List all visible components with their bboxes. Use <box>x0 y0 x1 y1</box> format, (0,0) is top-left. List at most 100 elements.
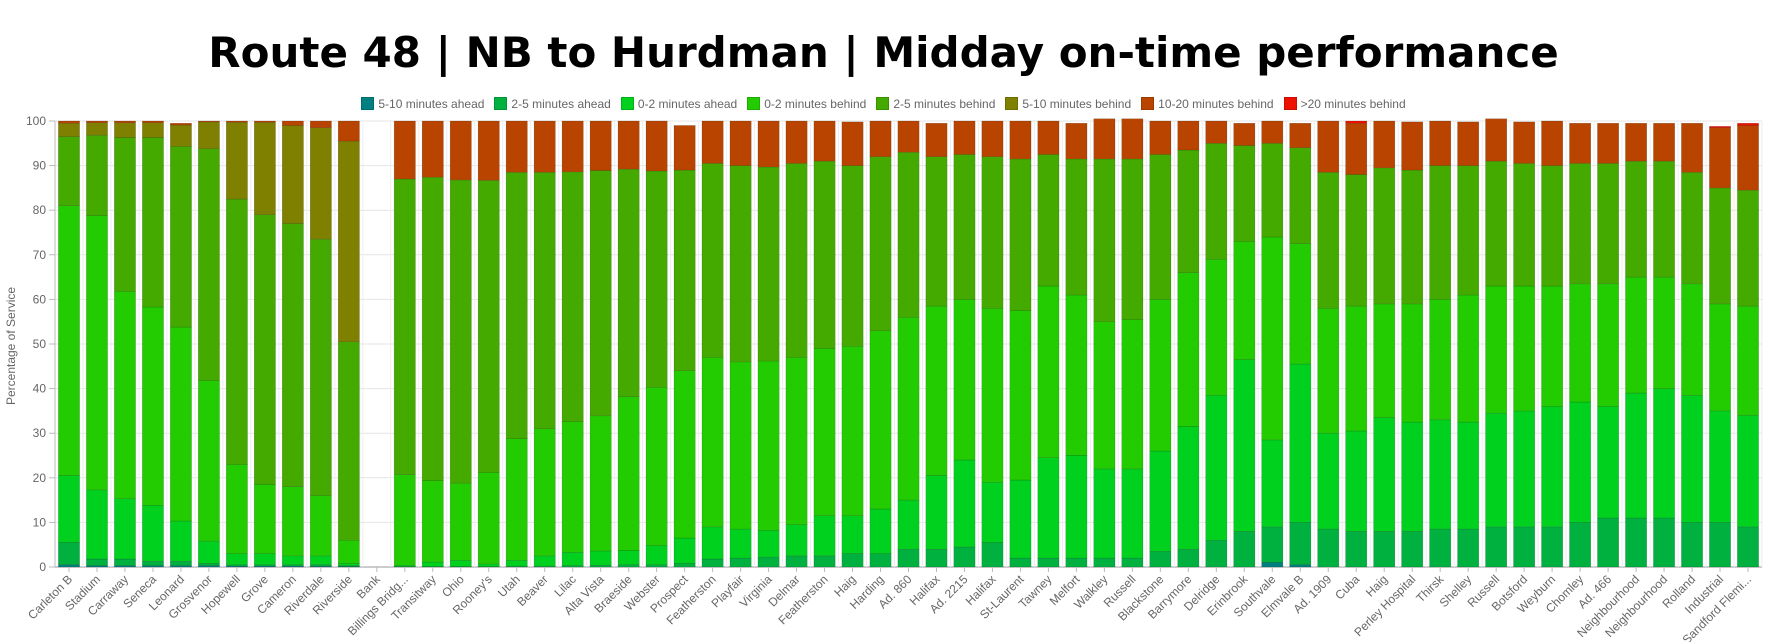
bar-segment[interactable] <box>1709 187 1731 305</box>
bar-segment[interactable] <box>897 316 920 501</box>
bar-segment[interactable] <box>841 515 864 554</box>
bar-segment[interactable] <box>841 345 864 516</box>
bar-segment[interactable] <box>869 330 892 510</box>
bar-segment[interactable] <box>1569 163 1591 285</box>
bar-segment[interactable] <box>114 498 136 560</box>
bar-segment[interactable] <box>1653 160 1675 278</box>
bar-segment[interactable] <box>813 555 836 568</box>
bar-segment[interactable] <box>142 505 164 562</box>
bar-segment[interactable] <box>1485 526 1508 568</box>
bar-segment[interactable] <box>114 120 136 124</box>
bar-segment[interactable] <box>281 223 304 487</box>
bar-segment[interactable] <box>981 482 1004 543</box>
bar-segment[interactable] <box>1121 557 1144 568</box>
bar-segment[interactable] <box>1037 154 1060 287</box>
legend-item[interactable]: 10-20 minutes behind <box>1141 97 1274 111</box>
bar-segment[interactable] <box>1205 120 1228 144</box>
legend-item[interactable]: 5-10 minutes behind <box>1005 97 1131 111</box>
bar-segment[interactable] <box>953 459 976 548</box>
bar-segment[interactable] <box>1681 283 1703 396</box>
bar-segment[interactable] <box>198 121 220 149</box>
bar-segment[interactable] <box>1625 392 1647 519</box>
bar-segment[interactable] <box>477 180 500 473</box>
bar-segment[interactable] <box>114 122 136 138</box>
bar-segment[interactable] <box>1289 522 1312 566</box>
bar-segment[interactable] <box>86 215 108 491</box>
bar-segment[interactable] <box>645 564 668 568</box>
bar-segment[interactable] <box>589 415 612 552</box>
bar-segment[interactable] <box>1513 410 1536 528</box>
bar-segment[interactable] <box>58 542 80 566</box>
bar-segment[interactable] <box>1681 522 1703 568</box>
bar-segment[interactable] <box>785 163 808 358</box>
bar-segment[interactable] <box>645 120 668 172</box>
bar-segment[interactable] <box>1625 517 1647 568</box>
bar-segment[interactable] <box>701 120 724 164</box>
bar-segment[interactable] <box>1541 406 1564 528</box>
bar-segment[interactable] <box>1541 526 1564 568</box>
bar-segment[interactable] <box>86 120 108 124</box>
bar-segment[interactable] <box>533 120 556 173</box>
bar-segment[interactable] <box>1681 395 1703 523</box>
bar-segment[interactable] <box>1205 539 1228 568</box>
bar-segment[interactable] <box>142 306 164 506</box>
bar-segment[interactable] <box>142 137 164 308</box>
bar-segment[interactable] <box>170 560 192 566</box>
bar-segment[interactable] <box>757 120 780 168</box>
bar-segment[interactable] <box>58 564 80 568</box>
bar-segment[interactable] <box>617 396 640 551</box>
bar-segment[interactable] <box>1373 167 1396 305</box>
bar-segment[interactable] <box>561 120 584 173</box>
bar-segment[interactable] <box>617 168 640 397</box>
bar-segment[interactable] <box>1205 143 1228 260</box>
bar-segment[interactable] <box>1289 363 1312 523</box>
bar-segment[interactable] <box>1737 122 1759 126</box>
bar-segment[interactable] <box>1093 158 1116 322</box>
bar-segment[interactable] <box>1429 419 1452 530</box>
bar-segment[interactable] <box>309 564 332 567</box>
bar-segment[interactable] <box>561 171 584 422</box>
bar-segment[interactable] <box>1709 127 1731 189</box>
bar-segment[interactable] <box>421 176 444 481</box>
bar-segment[interactable] <box>1709 522 1731 568</box>
bar-segment[interactable] <box>1261 143 1284 238</box>
bar-segment[interactable] <box>226 122 248 200</box>
bar-segment[interactable] <box>617 120 640 170</box>
bar-segment[interactable] <box>337 140 360 343</box>
bar-segment[interactable] <box>421 480 444 563</box>
bar-segment[interactable] <box>1233 241 1256 360</box>
bar-segment[interactable] <box>589 550 612 566</box>
bar-segment[interactable] <box>1261 526 1284 563</box>
bar-segment[interactable] <box>1205 259 1228 396</box>
bar-segment[interactable] <box>1261 236 1284 441</box>
legend-item[interactable]: >20 minutes behind <box>1283 97 1406 111</box>
bar-segment[interactable] <box>1149 450 1172 552</box>
bar-segment[interactable] <box>58 205 80 476</box>
bar-segment[interactable] <box>86 558 108 566</box>
bar-segment[interactable] <box>281 120 304 126</box>
bar-segment[interactable] <box>253 484 276 554</box>
bar-segment[interactable] <box>1093 321 1116 470</box>
bar-segment[interactable] <box>841 553 864 568</box>
bar-segment[interactable] <box>170 146 192 328</box>
bar-segment[interactable] <box>1457 421 1480 530</box>
bar-segment[interactable] <box>1485 160 1508 287</box>
bar-segment[interactable] <box>925 156 948 307</box>
bar-segment[interactable] <box>1597 517 1619 568</box>
bar-segment[interactable] <box>1317 120 1340 173</box>
bar-segment[interactable] <box>1709 126 1731 128</box>
bar-segment[interactable] <box>198 380 220 542</box>
bar-segment[interactable] <box>1541 285 1564 407</box>
bar-segment[interactable] <box>645 170 668 388</box>
bar-segment[interactable] <box>1037 557 1060 568</box>
bar-segment[interactable] <box>198 120 220 123</box>
bar-segment[interactable] <box>58 120 80 124</box>
bar-segment[interactable] <box>729 361 752 530</box>
bar-segment[interactable] <box>309 120 332 128</box>
bar-segment[interactable] <box>729 165 752 363</box>
bar-segment[interactable] <box>170 520 192 562</box>
bar-segment[interactable] <box>617 564 640 568</box>
bar-segment[interactable] <box>226 198 248 465</box>
bar-segment[interactable] <box>813 120 836 162</box>
bar-segment[interactable] <box>701 357 724 528</box>
